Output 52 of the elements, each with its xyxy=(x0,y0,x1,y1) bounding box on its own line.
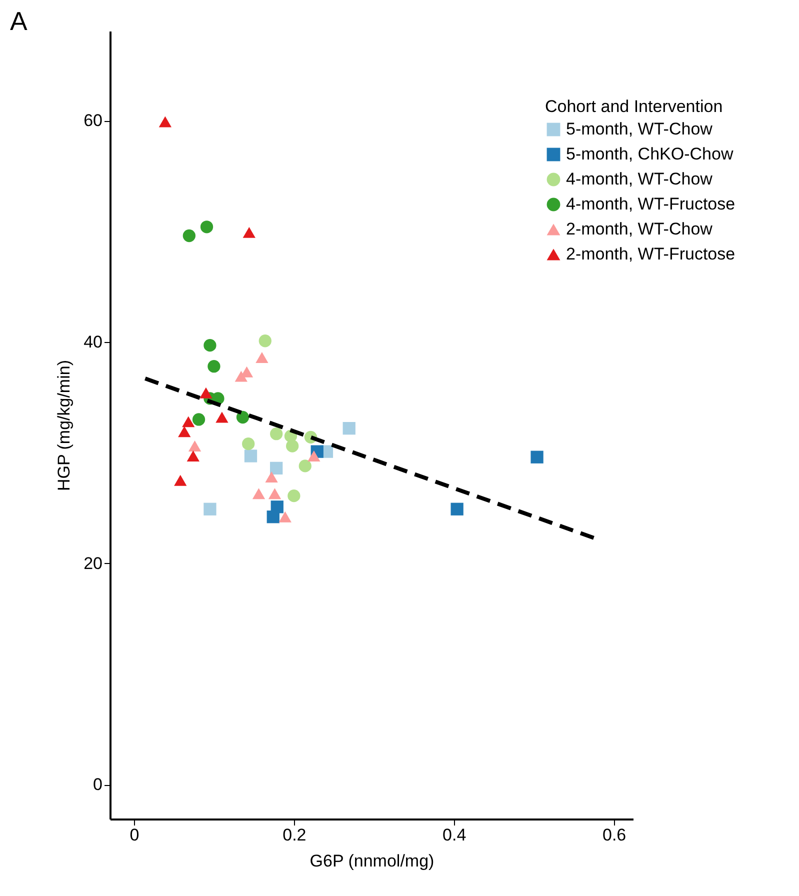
point xyxy=(286,440,299,452)
point xyxy=(270,428,283,440)
point xyxy=(192,413,206,426)
legend-label: 2-month, WT-Fructose xyxy=(566,244,736,264)
y-axis-title: HGP (mg/kg/min) xyxy=(54,360,74,491)
point xyxy=(236,410,250,424)
point xyxy=(244,450,258,462)
point xyxy=(204,502,216,516)
point xyxy=(204,339,216,352)
point xyxy=(200,220,214,234)
text: A xyxy=(10,6,28,36)
legend-label: 5-month, ChKO-Chow xyxy=(566,144,734,164)
x-tick-label: 0.4 xyxy=(442,826,466,844)
x-tick-label: 0.2 xyxy=(282,826,306,844)
x-tick-label: 0.6 xyxy=(602,826,626,844)
legend-label: 2-month, WT-Chow xyxy=(566,220,714,238)
point xyxy=(178,426,191,438)
point xyxy=(188,440,202,452)
point xyxy=(256,352,268,363)
point xyxy=(242,226,256,238)
y-tick-label: 0 xyxy=(93,775,102,794)
point xyxy=(342,422,356,435)
y-tick-label: 20 xyxy=(84,554,102,573)
point xyxy=(200,387,212,398)
point xyxy=(186,450,200,462)
point xyxy=(182,229,196,242)
point xyxy=(208,360,220,373)
point xyxy=(270,462,283,474)
x-tick-label: 0 xyxy=(130,826,140,844)
y-tick-label: 40 xyxy=(84,332,102,352)
point xyxy=(450,502,464,516)
point xyxy=(252,488,266,500)
point xyxy=(308,450,320,462)
point xyxy=(265,472,278,482)
point xyxy=(174,474,187,486)
point xyxy=(182,416,195,428)
point xyxy=(288,490,300,502)
point xyxy=(266,510,280,524)
point xyxy=(298,460,312,472)
x-axis-title: G6P (nnmol/mg) xyxy=(310,852,434,870)
point xyxy=(278,511,292,522)
legend-label: 4-month, WT-Fructose xyxy=(566,194,736,214)
point xyxy=(530,450,544,464)
point xyxy=(242,438,255,450)
legend-label: 5-month, WT-Chow xyxy=(566,120,714,138)
legend-label: 4-month, WT-Chow xyxy=(566,170,714,188)
point xyxy=(158,116,172,128)
point xyxy=(268,488,282,500)
y-tick-label: 60 xyxy=(84,111,102,130)
point xyxy=(258,334,272,348)
legend-title: Cohort and Intervention xyxy=(545,97,723,116)
point xyxy=(216,412,228,423)
